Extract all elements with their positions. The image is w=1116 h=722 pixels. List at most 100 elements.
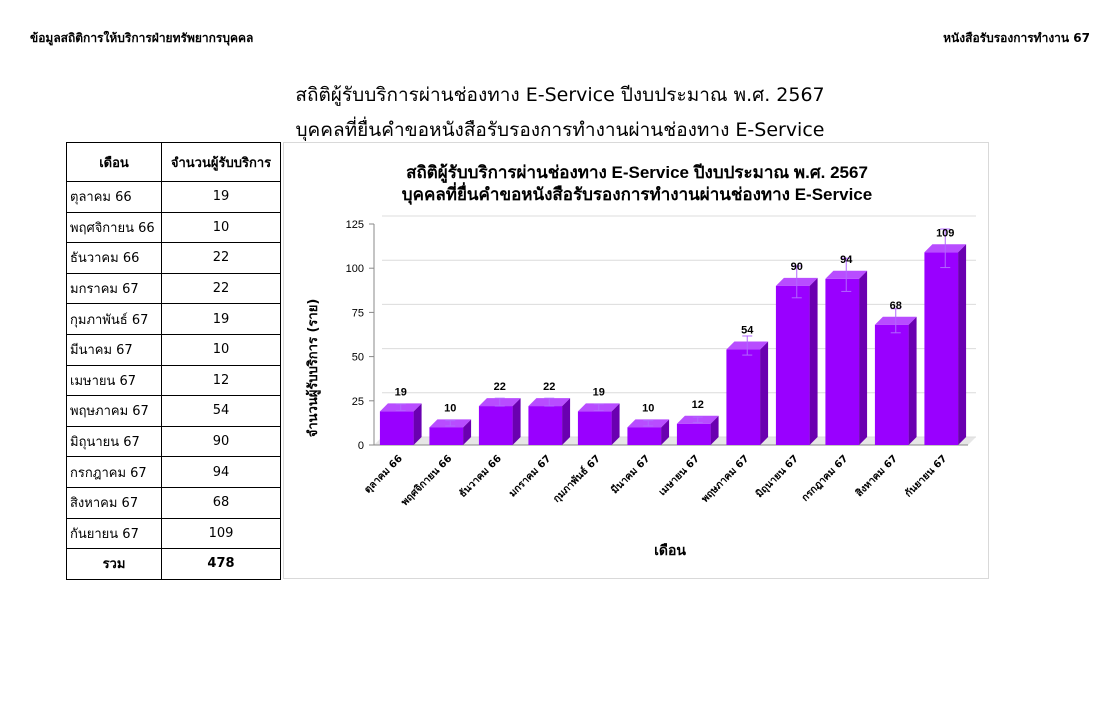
month-cell: กรกฎาคม 67 [66,456,162,488]
x-tick-label: มิถุนายน 67 [753,453,801,501]
total-label: รวม [66,548,162,580]
x-tick-label: กุมภาพันธ์ 67 [551,453,603,505]
bar-chart: สถิติผู้รับบริการผ่านช่องทาง E-Service ป… [283,142,989,579]
month-cell: เมษายน 67 [66,364,162,397]
table-row: กุมภาพันธ์ 67 19 [66,303,281,335]
column-header-count: จำนวนผู้รับบริการ [161,142,281,182]
data-label: 68 [890,300,902,312]
bar-side [859,270,868,445]
header-left-title: ข้อมูลสถิติการให้บริการฝ่ายทรัพยากรบุคคล [30,31,254,45]
x-tick-label: มีนาคม 67 [609,453,653,497]
data-label: 12 [692,399,704,411]
table-row: มกราคม 67 22 [66,272,281,305]
bar [627,427,662,445]
month-cell: กุมภาพันธ์ 67 [66,303,162,335]
data-label: 19 [395,386,407,398]
x-tick-label: เมษายน 67 [657,453,702,498]
count-cell: 19 [161,303,281,335]
bar [478,406,513,445]
x-tick-label: สิงหาคม 67 [853,453,900,500]
table-row: กันยายน 67 109 [66,517,281,550]
count-cell: 109 [161,517,281,550]
data-label: 54 [741,325,754,337]
month-cell: กันยายน 67 [66,517,162,550]
count-cell: 12 [161,364,281,397]
table-total-row: รวม 478 [66,548,281,580]
x-tick-label: ตุลาคม 66 [363,453,405,495]
data-label: 94 [840,254,853,266]
page-subtitle: บุคคลที่ยื่นคำขอหนังสือรับรองการทำงานผ่า… [295,119,825,141]
count-cell: 10 [161,211,281,244]
count-cell: 54 [161,395,281,427]
data-label: 19 [593,386,605,398]
bar-side [611,403,620,445]
count-cell: 22 [161,242,281,274]
month-cell: ธันวาคม 66 [66,242,162,274]
bar [775,285,810,445]
count-cell: 19 [161,181,281,213]
data-label: 90 [791,261,803,273]
bar [726,349,761,445]
y-axis-label: จำนวนผู้รับบริการ (ราย) [305,299,321,438]
count-cell: 10 [161,333,281,366]
month-cell: มีนาคม 67 [66,333,162,366]
month-cell: สิงหาคม 67 [66,486,162,519]
y-tick-label: 50 [352,352,364,364]
table-row: พฤษภาคม 67 54 [66,395,281,427]
bar-side [809,277,818,445]
data-label: 22 [494,381,506,393]
count-cell: 94 [161,456,281,488]
bar-side [413,403,422,445]
month-cell: มกราคม 67 [66,272,162,305]
y-tick-label: 0 [358,440,364,452]
y-tick-label: 100 [346,263,364,275]
table-row: ธันวาคม 66 22 [66,242,281,274]
x-tick-label: พฤษภาคม 67 [700,453,752,505]
y-tick-label: 125 [346,219,364,231]
table-row: มีนาคม 67 10 [66,333,281,366]
x-tick-label: ธันวาคม 66 [457,453,504,500]
page-title: สถิติผู้รับบริการผ่านช่องทาง E-Service ป… [295,84,825,106]
bar [528,406,563,445]
chart-canvas: สถิติผู้รับบริการผ่านช่องทาง E-Service ป… [305,162,976,559]
bar-side [463,419,472,445]
bar [924,252,959,445]
table-row: มิถุนายน 67 90 [66,425,281,458]
data-label: 10 [444,402,456,414]
x-tick-label: มกราคม 67 [507,453,553,499]
total-value: 478 [161,548,281,580]
y-tick-label: 75 [352,307,364,319]
count-cell: 22 [161,272,281,305]
data-label: 10 [642,402,654,414]
table-row: พฤศจิกายน 66 10 [66,211,281,244]
bar-side [908,316,917,445]
table-row: ตุลาคม 66 19 [66,181,281,213]
month-cell: มิถุนายน 67 [66,425,162,458]
x-tick-label: กันยายน 67 [902,453,949,500]
month-cell: ตุลาคม 66 [66,181,162,213]
data-label: 109 [936,227,954,239]
bar-side [512,398,521,445]
chart-title: สถิติผู้รับบริการผ่านช่องทาง E-Service ป… [406,162,868,184]
bar [676,423,711,445]
bar [825,278,860,445]
month-cell: พฤษภาคม 67 [66,395,162,427]
bar [429,427,464,445]
table-row: เมษายน 67 12 [66,364,281,397]
x-axis-label: เดือน [654,543,686,559]
table-header-row: เดือน จำนวนผู้รับบริการ [66,142,281,182]
month-cell: พฤศจิกายน 66 [66,211,162,244]
bar-side [562,398,571,445]
x-tick-label: พฤศจิกายน 66 [399,453,455,509]
table-row: สิงหาคม 67 68 [66,486,281,519]
plot-area: 0 25 50 75 100 125 19 ตุลาคม 66 10 พฤศจิกายน 66 22… [346,215,976,509]
x-tick-label: กรกฎาคม 67 [800,453,851,504]
bar [874,324,909,445]
bar-side [760,341,769,445]
y-tick-label: 25 [352,396,364,408]
bar-side [710,415,719,445]
bar-side [958,244,967,445]
count-cell: 90 [161,425,281,458]
header-right-title: หนังสือรับรองการทำงาน 67 [943,31,1090,45]
bar-side [661,419,670,445]
